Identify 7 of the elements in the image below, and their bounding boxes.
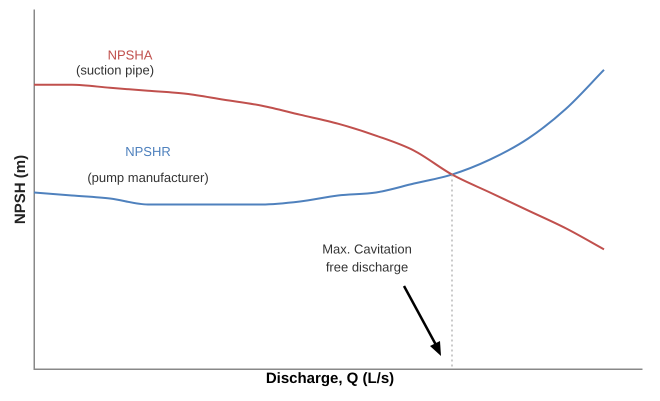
text: NPSHR (125, 144, 171, 160)
annotation: Max. Cavitation free discharge (322, 242, 412, 275)
x-axis-title: Discharge, Q (L/s) (264, 370, 396, 387)
annotation: (suction pipe) (76, 62, 154, 78)
series-label: NPSHA (108, 47, 153, 62)
annotation: (pump manufacturer) (87, 170, 209, 186)
y-axis-title: NPSH (m) (12, 154, 30, 224)
